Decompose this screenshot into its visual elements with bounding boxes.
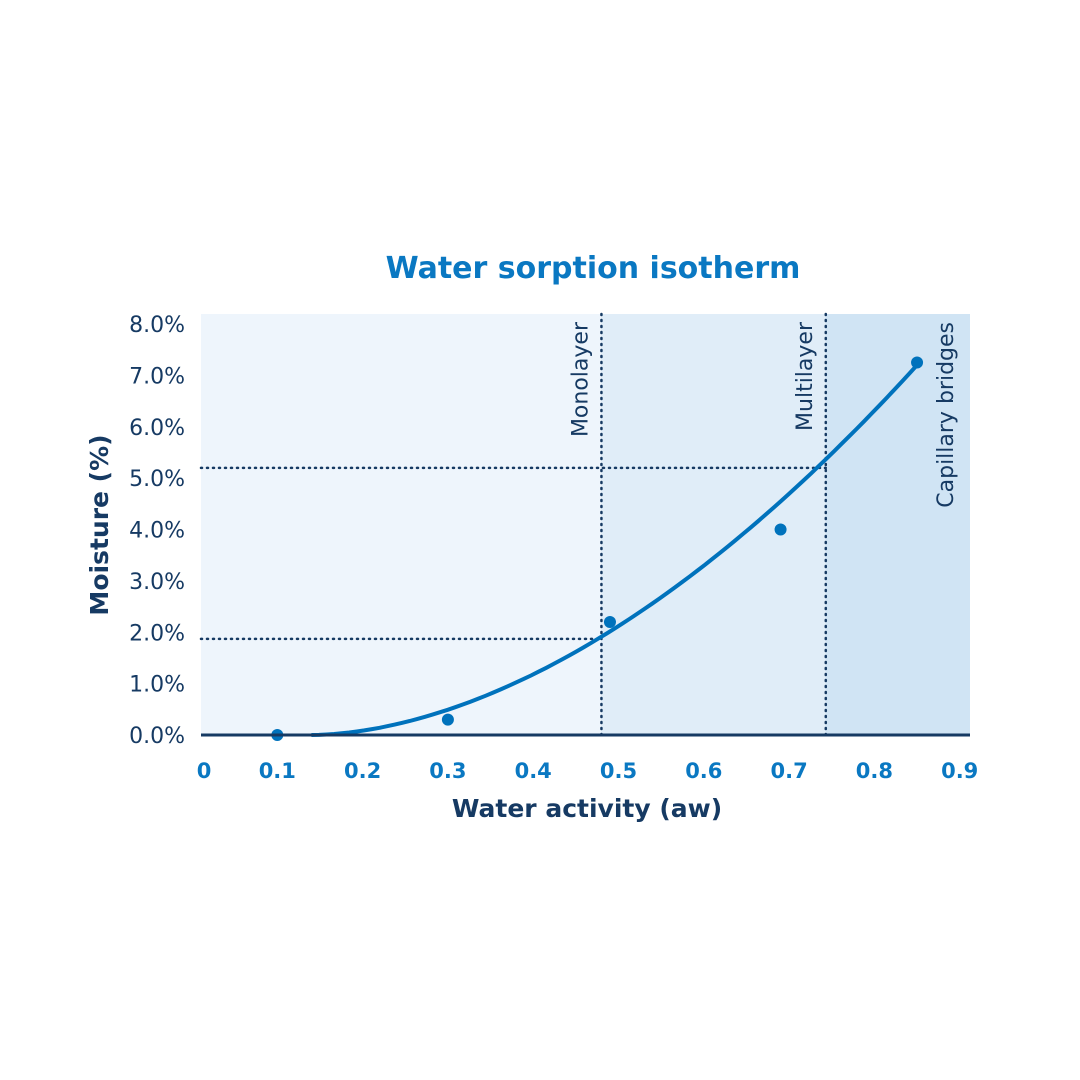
x-axis-label: Water activity (aw) <box>452 794 722 823</box>
y-tick-label: 6.0% <box>129 416 185 441</box>
region-label: Capillary bridges <box>934 322 959 508</box>
region-label: Multilayer <box>793 321 818 431</box>
x-tick-label: 0.6 <box>685 759 722 783</box>
y-axis-label: Moisture (%) <box>85 434 114 615</box>
x-tick-label: 0 <box>197 759 212 783</box>
x-tick-label: 0.8 <box>856 759 893 783</box>
x-tick-label: 0.4 <box>515 759 552 783</box>
data-point <box>603 615 616 628</box>
y-tick-label: 2.0% <box>129 621 185 646</box>
y-tick-label: 7.0% <box>129 364 185 389</box>
x-tick-label: 0.1 <box>259 759 296 783</box>
data-point <box>911 356 924 369</box>
y-tick-label: 8.0% <box>129 313 185 338</box>
y-tick-label: 5.0% <box>129 467 185 492</box>
y-tick-label: 4.0% <box>129 519 185 544</box>
region-label: Monolayer <box>568 321 593 437</box>
x-tick-label: 0.5 <box>600 759 637 783</box>
x-tick-label: 0.2 <box>344 759 381 783</box>
y-tick-label: 0.0% <box>129 724 185 749</box>
data-point <box>774 523 787 536</box>
data-point <box>441 713 454 726</box>
x-tick-label: 0.3 <box>429 759 466 783</box>
region-band <box>201 314 602 735</box>
x-tick-label: 0.7 <box>770 759 807 783</box>
y-tick-label: 3.0% <box>129 570 185 595</box>
x-tick-label: 0.9 <box>941 759 978 783</box>
region-band <box>601 314 826 735</box>
chart-title: Water sorption isotherm <box>386 251 801 286</box>
fit-curve <box>311 363 919 737</box>
y-tick-label: 1.0% <box>129 673 185 698</box>
